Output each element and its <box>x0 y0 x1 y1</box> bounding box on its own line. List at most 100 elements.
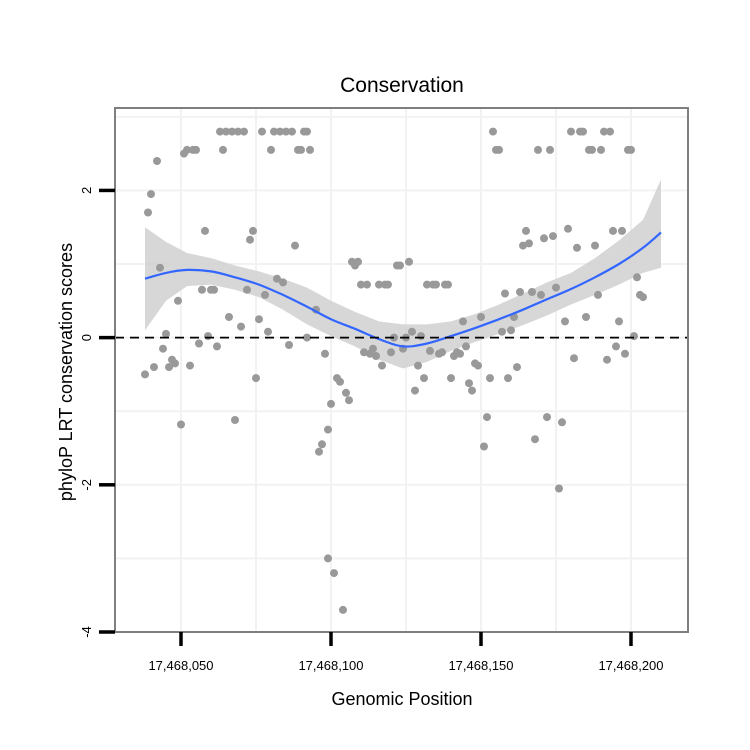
data-point <box>528 288 536 296</box>
data-point <box>456 349 464 358</box>
data-point <box>174 296 182 305</box>
data-point <box>324 554 332 563</box>
data-point <box>498 327 506 336</box>
y-tick-label: -4 <box>79 626 94 638</box>
data-point <box>495 145 503 154</box>
data-point <box>414 361 422 370</box>
data-point <box>459 317 467 326</box>
data-point <box>579 127 587 136</box>
data-point <box>594 290 602 299</box>
data-point <box>264 327 272 336</box>
data-point <box>162 329 170 338</box>
panel-border <box>114 107 689 633</box>
data-point <box>519 241 527 250</box>
data-point <box>306 145 314 154</box>
data-point <box>408 327 416 336</box>
data-point <box>504 374 512 383</box>
data-point <box>270 127 278 136</box>
x-axis: 17,468,050 17,468,100 17,468,150 17,468,200 <box>148 632 664 673</box>
data-point <box>606 127 614 136</box>
data-point <box>600 127 608 136</box>
data-point <box>552 283 560 292</box>
data-point <box>438 348 446 357</box>
data-point <box>387 348 395 357</box>
data-point <box>486 374 494 383</box>
data-point <box>372 352 380 360</box>
data-point <box>588 145 596 154</box>
data-point <box>375 280 383 289</box>
data-point <box>219 145 227 154</box>
smooth-line-group <box>144 231 662 348</box>
data-point <box>420 374 428 383</box>
data-point <box>303 333 311 342</box>
data-point <box>639 293 647 302</box>
data-point <box>234 127 242 136</box>
data-point <box>477 313 485 321</box>
data-point <box>192 145 200 154</box>
data-point <box>210 285 218 294</box>
data-point <box>447 374 455 383</box>
data-point <box>231 416 239 424</box>
data-point <box>468 386 476 395</box>
chart-title: Conservation <box>340 74 464 97</box>
y-tick-label: 2 <box>79 187 94 194</box>
data-point <box>396 261 404 270</box>
data-point <box>321 349 329 358</box>
data-point <box>279 278 287 287</box>
data-point <box>465 379 473 388</box>
data-point <box>141 370 149 379</box>
data-point <box>540 234 548 243</box>
data-point <box>522 226 530 235</box>
data-point <box>324 425 332 434</box>
data-point <box>480 442 488 451</box>
data-point <box>339 605 347 614</box>
data-point <box>543 413 551 422</box>
data-point <box>621 349 629 358</box>
data-point <box>609 226 617 235</box>
data-point <box>561 317 569 326</box>
data-point <box>288 127 296 136</box>
data-point <box>558 418 566 427</box>
data-point <box>549 232 557 241</box>
data-point <box>489 127 497 136</box>
data-point <box>567 127 575 136</box>
data-point <box>330 569 338 578</box>
data-point <box>354 257 362 266</box>
data-point <box>225 313 233 321</box>
data-point <box>342 388 350 397</box>
data-point <box>303 127 311 136</box>
data-point <box>258 127 266 136</box>
y-axis: -4 -2 0 2 <box>79 187 115 638</box>
data-point <box>603 355 611 364</box>
data-point <box>369 344 377 353</box>
data-point <box>537 290 545 299</box>
y-tick-label: -2 <box>79 479 94 491</box>
data-point <box>444 280 452 289</box>
data-points <box>141 127 647 614</box>
data-point <box>474 361 482 370</box>
data-point <box>555 484 563 493</box>
data-point <box>516 288 524 296</box>
data-point <box>501 289 509 298</box>
data-point <box>282 127 290 136</box>
data-point <box>546 145 554 154</box>
x-tick-label: 17,468,050 <box>148 658 213 673</box>
data-point <box>405 257 413 266</box>
data-point <box>204 332 212 341</box>
data-point <box>462 342 470 351</box>
smooth-fit-line <box>144 231 662 348</box>
data-point <box>246 235 254 244</box>
data-point <box>252 374 260 383</box>
plot-panel <box>114 107 689 633</box>
data-point <box>177 420 185 429</box>
data-point <box>186 361 194 370</box>
data-point <box>255 315 263 324</box>
data-point <box>147 190 155 199</box>
y-tick-label: 0 <box>79 334 94 341</box>
data-point <box>417 332 425 341</box>
data-point <box>513 363 521 372</box>
data-point <box>195 339 203 348</box>
data-point <box>597 145 605 154</box>
data-point <box>564 224 572 233</box>
